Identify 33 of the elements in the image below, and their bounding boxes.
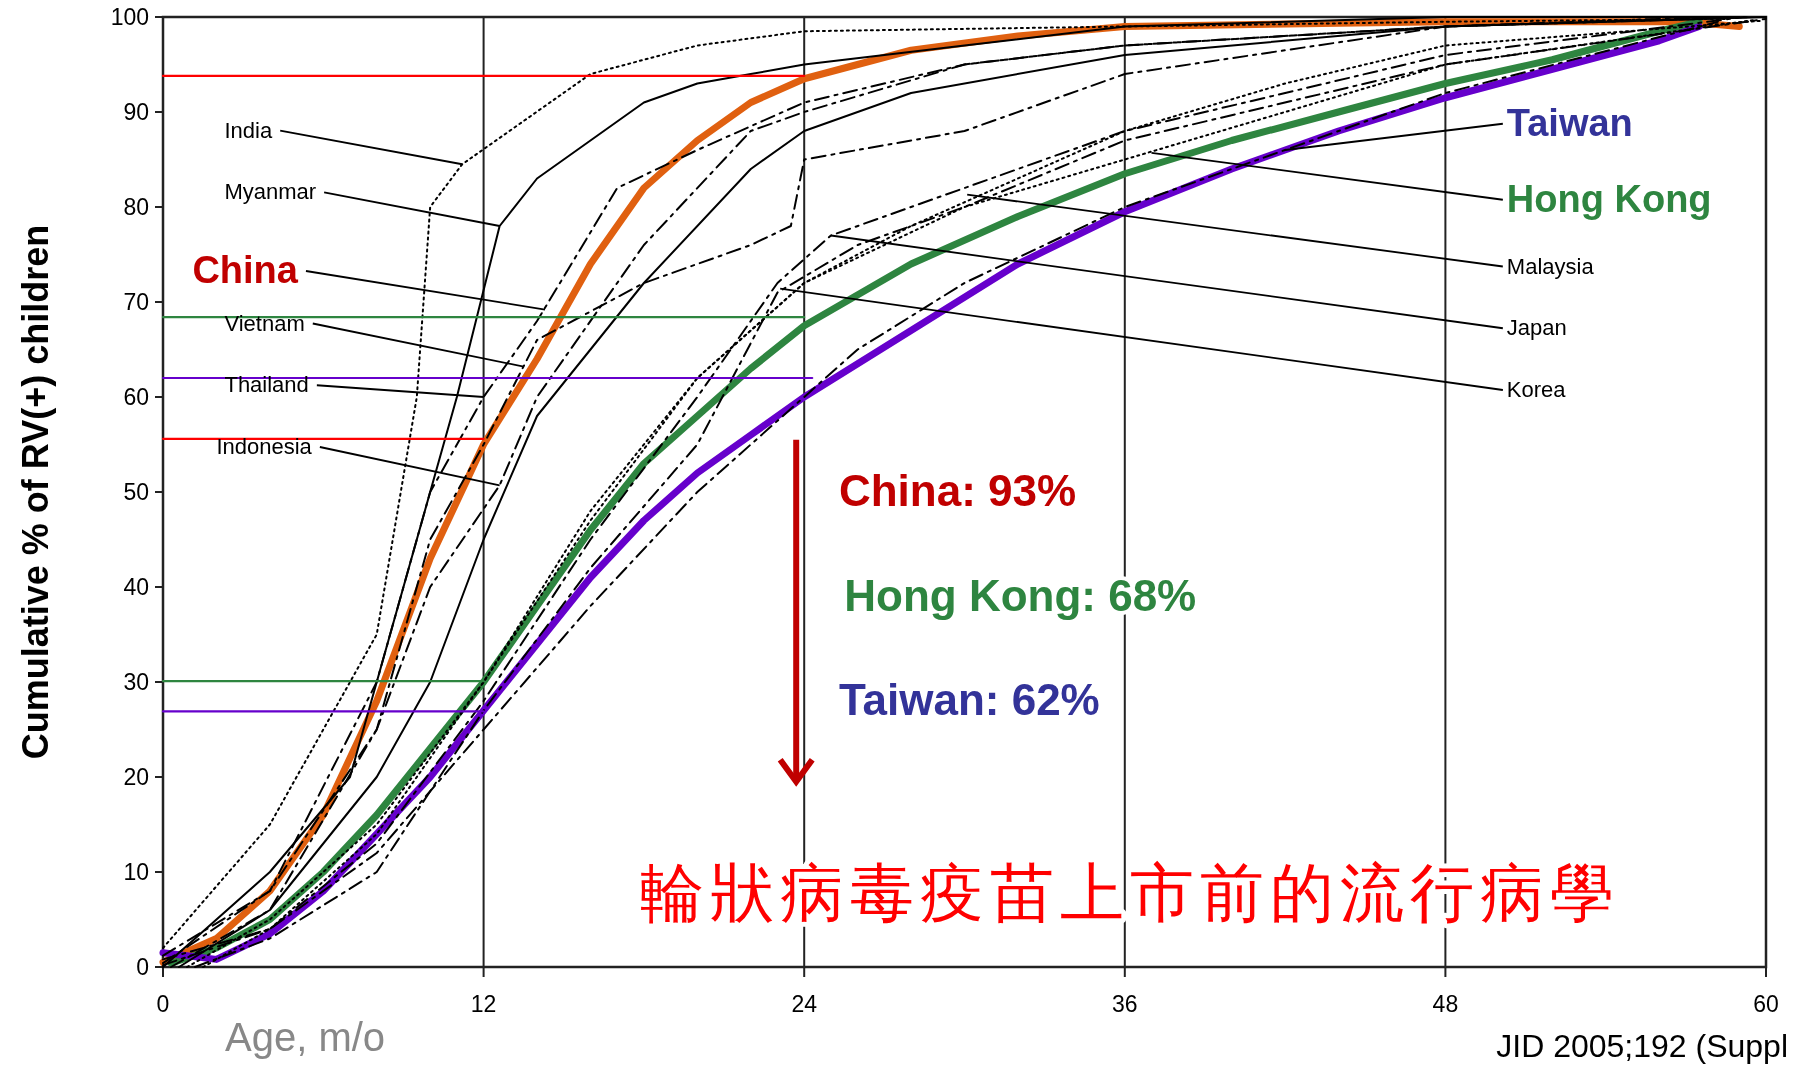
annotation: Hong Kong <box>1506 177 1712 220</box>
y-tick-label: 100 <box>110 4 149 30</box>
x-tick-label: 36 <box>1112 991 1138 1017</box>
y-tick-label: 60 <box>123 384 149 410</box>
text: JID 2005;192 (Suppl <box>1496 1028 1788 1064</box>
annotation: Japan <box>1506 315 1567 341</box>
y-tick-label: 30 <box>123 669 149 695</box>
y-tick-label: 40 <box>123 574 149 600</box>
annotation: Thailand <box>224 372 309 398</box>
annotation: China: 93% <box>838 466 1077 516</box>
y-tick-label: 70 <box>123 289 149 315</box>
y-tick-label: 80 <box>123 194 149 220</box>
annotation: Myanmar <box>224 179 317 205</box>
annotation: Taiwan <box>1506 101 1633 144</box>
y-tick-label: 10 <box>123 859 149 885</box>
x-tick-label: 0 <box>156 991 170 1017</box>
x-tick-label: 24 <box>791 991 818 1017</box>
y-tick-label: 0 <box>136 954 149 980</box>
annotation: Indonesia <box>216 434 313 459</box>
x-tick-label: 60 <box>1753 991 1779 1017</box>
x-axis-title: Age, m/o <box>225 1015 386 1059</box>
annotation: China <box>192 249 299 291</box>
y-tick-label: 90 <box>123 99 149 125</box>
y-axis-title: Cumulative % of RV(+) children <box>15 224 56 760</box>
y-tick-label: 20 <box>123 764 149 790</box>
x-tick-label: 48 <box>1432 991 1459 1017</box>
annotation: India <box>224 117 273 143</box>
annotation: Korea <box>1506 377 1567 402</box>
annotation: Vietnam <box>224 310 305 336</box>
annotation: Taiwan: 62% <box>838 675 1100 725</box>
annotation: Malaysia <box>1506 253 1595 279</box>
y-tick-label: 50 <box>123 479 149 505</box>
x-tick-label: 12 <box>470 991 497 1017</box>
